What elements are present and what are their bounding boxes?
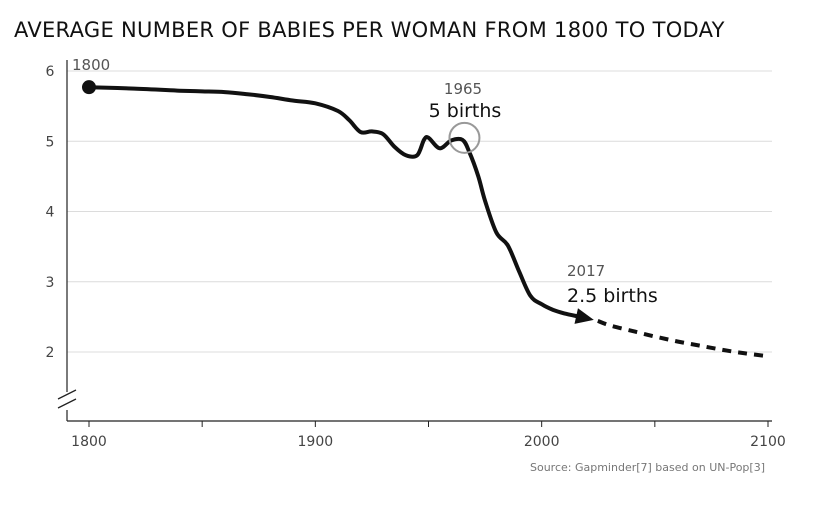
y-tick-label: 2 (46, 345, 55, 361)
tick-labels: 2 3 4 5 6 1800 1900 2000 2100 (46, 64, 786, 450)
chart-title: AVERAGE NUMBER OF BABIES PER WOMAN FROM … (14, 18, 725, 42)
annotation-value-1965: 5 births (429, 100, 502, 122)
annotation-year-2017: 2017 (567, 262, 605, 280)
series-line-historical (87, 85, 583, 319)
series-line-projection (597, 319, 769, 359)
series-lines (82, 80, 769, 359)
axes (57, 60, 772, 427)
grid-lines (67, 70, 772, 353)
start-point (82, 80, 96, 95)
axis-break-mark (57, 389, 77, 400)
x-tick-label: 1800 (71, 434, 107, 450)
axis-break-mark (57, 398, 77, 409)
annotation-year-1965: 1965 (444, 80, 482, 98)
y-tick-label: 4 (46, 205, 55, 221)
source-note: Source: Gapminder[7] based on UN-Pop[3] (530, 461, 765, 474)
highlight-circle (448, 121, 481, 154)
annotations: 1800 1965 5 births 2017 2.5 births (72, 56, 658, 307)
start-year-label: 1800 (72, 56, 110, 74)
y-tick-label: 6 (46, 64, 55, 80)
x-tick-label: 2000 (524, 434, 560, 450)
annotation-value-2017: 2.5 births (567, 285, 658, 307)
y-tick-label: 3 (46, 275, 55, 291)
y-tick-label: 5 (46, 134, 55, 150)
arrowhead (574, 308, 594, 324)
x-tick-label: 2100 (750, 434, 786, 450)
x-tick-label: 1900 (298, 434, 334, 450)
